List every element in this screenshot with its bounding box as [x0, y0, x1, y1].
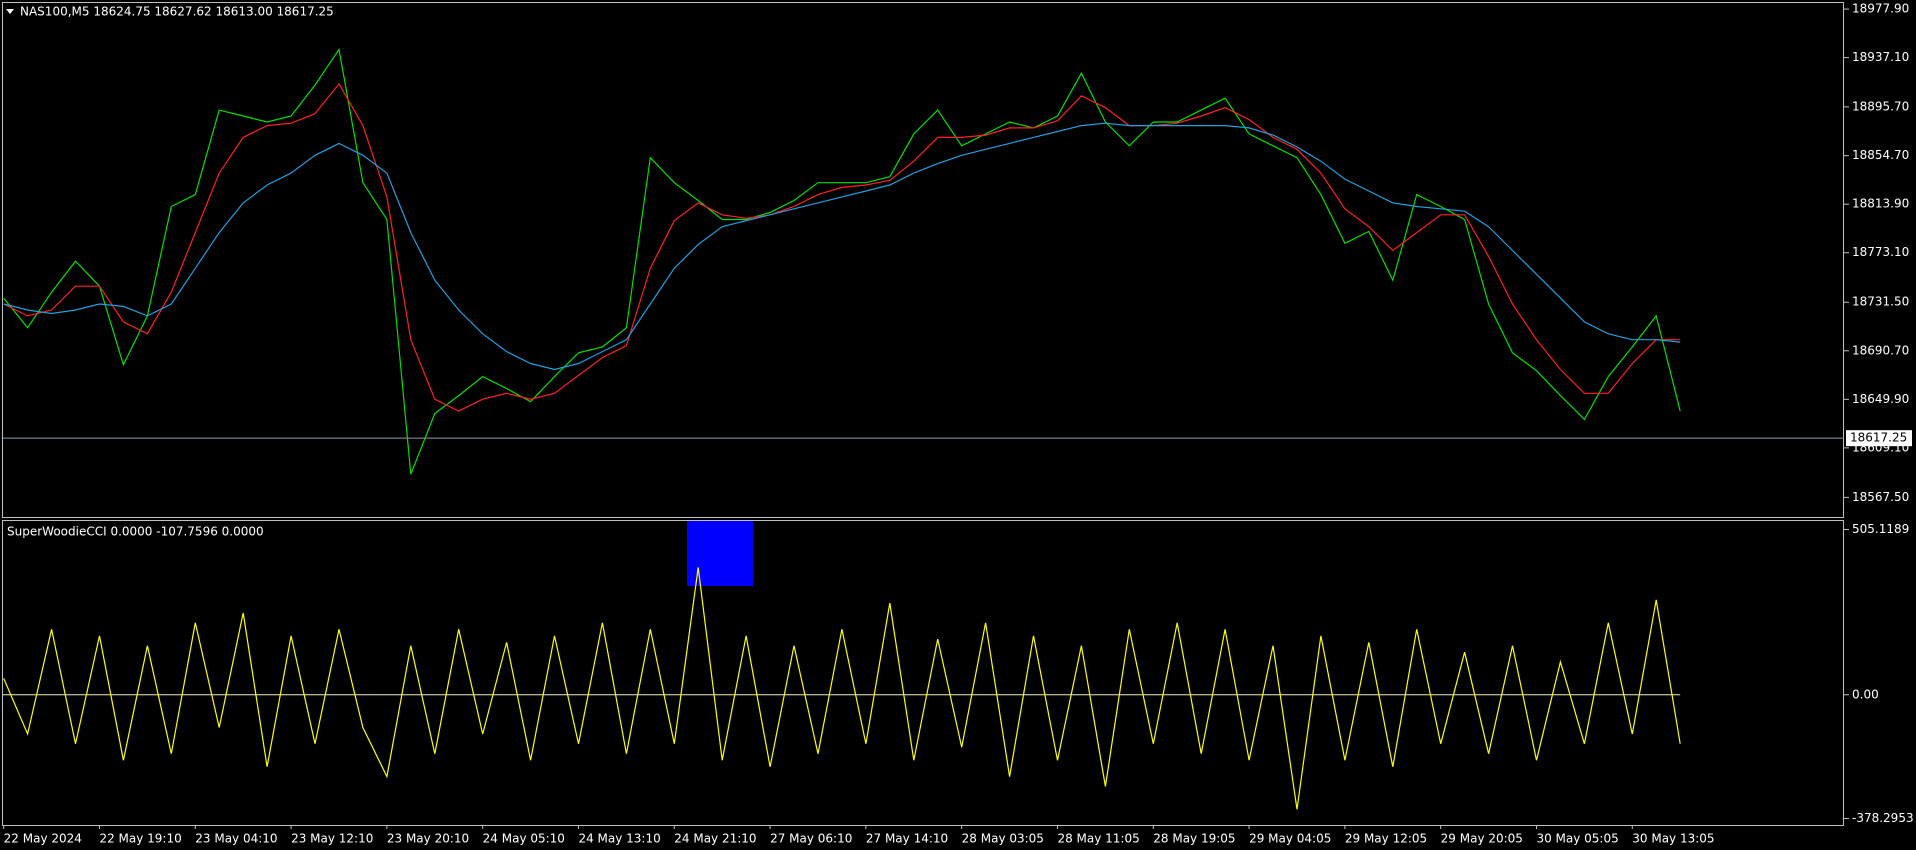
symbol-menu-arrow[interactable] [6, 9, 14, 14]
drawn-rectangle [687, 521, 753, 586]
y-tick-label: 18977.90 [1852, 2, 1909, 16]
y-tick-label: 18567.50 [1852, 490, 1909, 504]
cci-panel-border [2, 520, 1844, 826]
current-price-label: 18617.25 [1850, 431, 1907, 445]
current-price-box [1846, 430, 1912, 447]
y-tick-label: -378.2953 [1852, 811, 1914, 825]
y-tick-label: 18937.10 [1852, 50, 1909, 64]
x-tick-label: 24 May 13:10 [578, 832, 660, 846]
y-tick-label: 18813.90 [1852, 197, 1909, 211]
x-tick-label: 24 May 21:10 [674, 832, 756, 846]
y-tick-label: 0.00 [1852, 687, 1879, 701]
x-tick-label: 24 May 05:10 [483, 832, 565, 846]
price-panel-border [2, 2, 1844, 518]
cci-chart-title: SuperWoodieCCI 0.0000 -107.7596 0.0000 [7, 525, 264, 539]
x-tick-label: 28 May 19:05 [1153, 832, 1235, 846]
x-tick-label: 22 May 19:10 [99, 832, 181, 846]
series-line [3, 122, 1681, 371]
x-tick-label: 23 May 12:10 [291, 832, 373, 846]
x-tick-label: 27 May 14:10 [866, 832, 948, 846]
x-tick-label: 29 May 04:05 [1249, 832, 1331, 846]
x-tick-label: 28 May 03:05 [962, 832, 1044, 846]
y-tick-label: 18773.10 [1852, 245, 1909, 259]
series-line [3, 82, 1681, 412]
x-tick-label: 27 May 06:10 [770, 832, 852, 846]
series-line [3, 567, 1681, 810]
price-chart-title: NAS100,M5 18624.75 18627.62 18613.00 186… [20, 5, 334, 19]
x-tick-label: 30 May 13:05 [1632, 832, 1714, 846]
series-line [3, 47, 1681, 475]
y-tick-label: 18895.70 [1852, 99, 1909, 113]
x-tick-label: 29 May 12:05 [1345, 832, 1427, 846]
y-tick-label: 18854.70 [1852, 148, 1909, 162]
x-tick-label: 30 May 05:05 [1536, 832, 1618, 846]
y-tick-label: 18690.70 [1852, 343, 1909, 357]
y-tick-label: 18731.50 [1852, 295, 1909, 309]
y-tick-label: 505.1189 [1852, 522, 1909, 536]
x-tick-label: 22 May 2024 [4, 832, 82, 846]
y-tick-label: 18649.90 [1852, 392, 1909, 406]
x-tick-label: 23 May 20:10 [387, 832, 469, 846]
x-tick-label: 28 May 11:05 [1057, 832, 1139, 846]
x-tick-label: 23 May 04:10 [195, 832, 277, 846]
x-tick-label: 29 May 20:05 [1441, 832, 1523, 846]
